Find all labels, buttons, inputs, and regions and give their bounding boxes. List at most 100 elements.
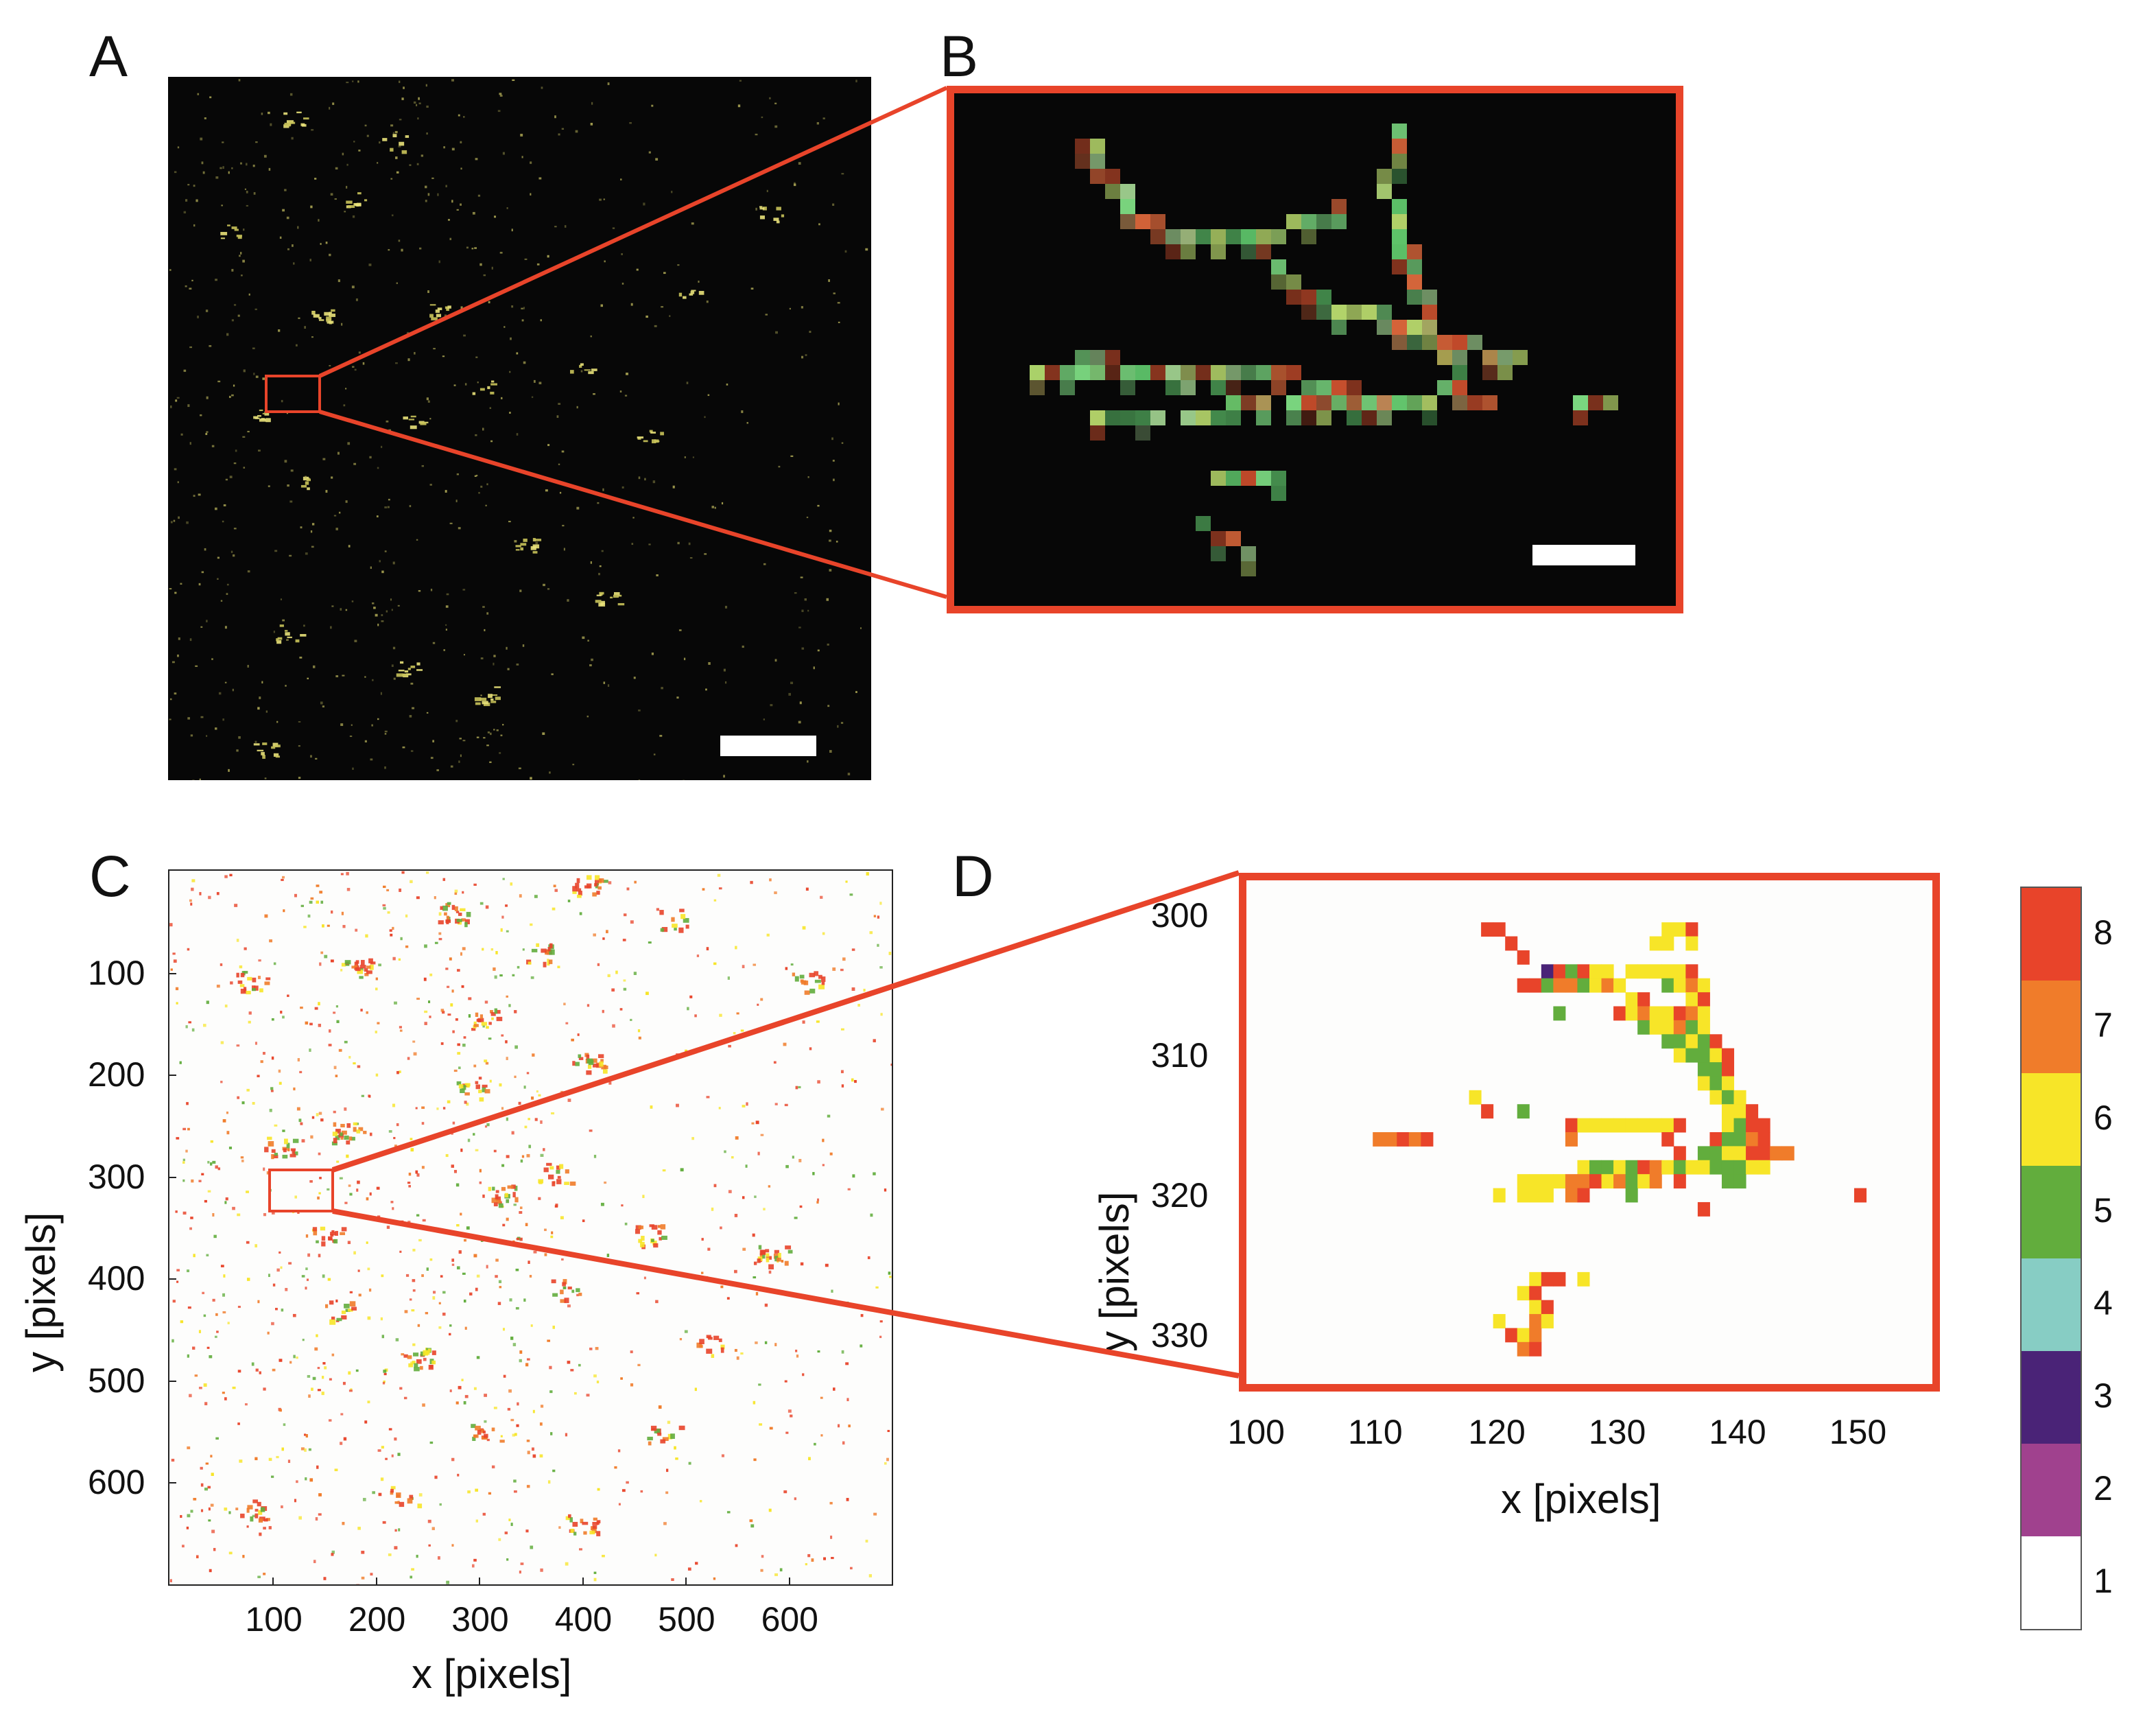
class-pixel bbox=[1709, 1160, 1722, 1175]
map-speckle bbox=[239, 965, 243, 969]
speckle bbox=[335, 675, 339, 678]
map-speckle bbox=[597, 1054, 604, 1059]
map-speckle bbox=[370, 1573, 373, 1576]
map-speckle bbox=[236, 972, 239, 978]
speckle bbox=[189, 346, 192, 349]
class-pixel bbox=[1541, 978, 1554, 993]
speckle bbox=[799, 701, 802, 705]
speckle bbox=[429, 484, 432, 486]
map-speckle bbox=[583, 1531, 587, 1535]
speckle bbox=[257, 749, 264, 751]
speckle bbox=[516, 433, 519, 436]
map-speckle bbox=[638, 1036, 641, 1040]
speckle bbox=[232, 554, 235, 557]
map-speckle bbox=[198, 1180, 202, 1182]
speckle bbox=[822, 117, 825, 119]
zoom-pixel bbox=[1407, 274, 1422, 290]
speckle bbox=[183, 211, 187, 214]
map-speckle bbox=[679, 1337, 683, 1341]
map-speckle bbox=[488, 1492, 492, 1495]
speckle bbox=[538, 382, 542, 385]
map-speckle bbox=[587, 883, 592, 889]
speckle bbox=[329, 312, 332, 314]
zoom-pixel bbox=[1331, 395, 1347, 410]
map-speckle bbox=[237, 1306, 241, 1309]
speckle bbox=[769, 97, 771, 99]
map-speckle bbox=[353, 1127, 357, 1132]
map-speckle bbox=[271, 1475, 274, 1478]
speckle bbox=[173, 519, 176, 522]
map-speckle bbox=[587, 1058, 593, 1064]
speckle bbox=[206, 396, 209, 399]
map-speckle bbox=[449, 1333, 451, 1336]
class-pixel bbox=[1697, 978, 1710, 993]
speckle bbox=[407, 331, 410, 334]
map-speckle bbox=[366, 1241, 368, 1244]
speckle bbox=[332, 102, 335, 105]
map-speckle bbox=[623, 913, 627, 917]
map-speckle bbox=[887, 1429, 890, 1432]
map-speckle bbox=[854, 1080, 857, 1083]
map-speckle bbox=[867, 1256, 870, 1260]
speckle bbox=[708, 661, 711, 665]
speckle bbox=[409, 715, 412, 718]
speckle bbox=[222, 718, 225, 721]
class-pixel bbox=[1625, 964, 1638, 979]
map-speckle bbox=[187, 1446, 191, 1450]
speckle bbox=[289, 554, 292, 557]
class-pixel bbox=[1625, 1188, 1638, 1203]
speckle bbox=[490, 701, 497, 703]
speckle bbox=[521, 156, 523, 159]
speckle bbox=[572, 764, 575, 766]
zoom-pixel bbox=[1392, 335, 1407, 350]
zoom-pixel bbox=[1271, 365, 1286, 380]
speckle bbox=[430, 588, 433, 591]
zoom-pixel bbox=[1392, 395, 1407, 410]
map-speckle bbox=[660, 1224, 666, 1230]
speckle bbox=[170, 405, 172, 408]
map-speckle bbox=[205, 1462, 209, 1465]
map-speckle bbox=[228, 1511, 231, 1514]
map-speckle bbox=[428, 1365, 434, 1370]
speckle bbox=[348, 205, 355, 208]
map-speckle bbox=[531, 948, 538, 952]
map-speckle bbox=[449, 1389, 452, 1392]
map-speckle bbox=[252, 987, 256, 992]
map-speckle bbox=[172, 952, 176, 955]
map-speckle bbox=[315, 1517, 318, 1521]
speckle bbox=[246, 204, 248, 207]
map-speckle bbox=[602, 937, 605, 940]
map-speckle bbox=[305, 1287, 307, 1290]
map-speckle bbox=[240, 972, 245, 978]
map-speckle bbox=[366, 1197, 369, 1201]
zoom-pixel bbox=[1256, 244, 1271, 259]
map-speckle bbox=[366, 970, 372, 974]
map-speckle bbox=[544, 1253, 547, 1256]
speckle bbox=[759, 207, 765, 210]
map-speckle bbox=[410, 1575, 413, 1579]
speckle bbox=[855, 80, 857, 82]
map-speckle bbox=[287, 994, 289, 997]
speckle bbox=[311, 336, 313, 338]
speckle bbox=[209, 344, 212, 347]
map-speckle bbox=[888, 1271, 891, 1275]
map-speckle bbox=[187, 1127, 190, 1131]
speckle bbox=[341, 322, 343, 326]
zoom-pixel bbox=[1211, 380, 1226, 395]
map-speckle bbox=[579, 912, 582, 915]
map-speckle bbox=[837, 1424, 840, 1428]
speckle bbox=[600, 604, 604, 606]
class-pixel bbox=[1637, 992, 1650, 1007]
class-pixel bbox=[1541, 1174, 1554, 1189]
speckle bbox=[257, 414, 261, 417]
map-speckle bbox=[602, 1554, 605, 1558]
speckle bbox=[477, 382, 479, 384]
speckle bbox=[625, 373, 628, 375]
map-speckle bbox=[530, 1324, 533, 1327]
map-speckle bbox=[216, 892, 220, 895]
speckle bbox=[305, 481, 309, 485]
map-speckle bbox=[485, 1061, 489, 1065]
map-speckle bbox=[506, 1155, 510, 1158]
class-pixel bbox=[1637, 1160, 1650, 1175]
speckle bbox=[233, 528, 237, 530]
